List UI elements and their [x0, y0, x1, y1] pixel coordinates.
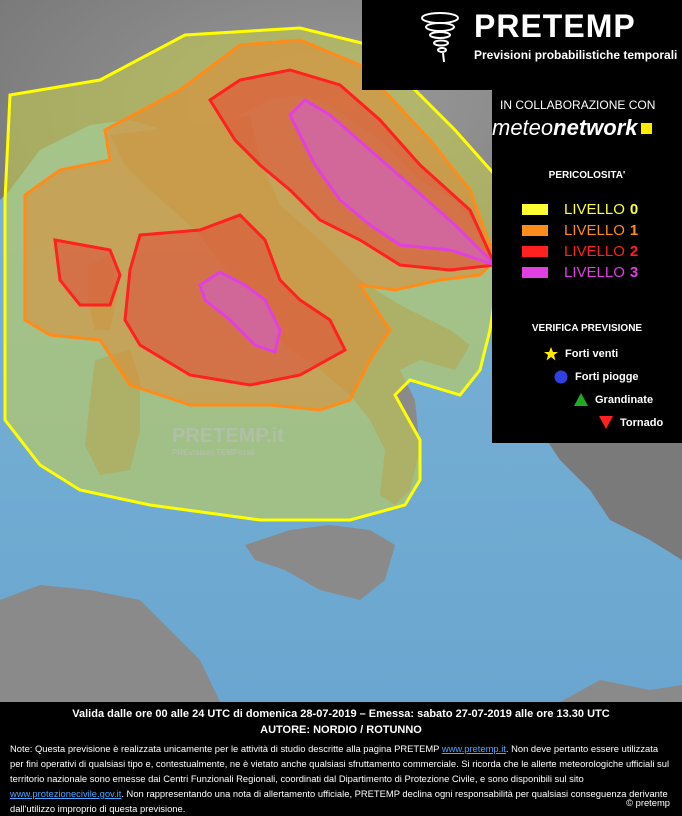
app-title: PRETEMP: [474, 8, 636, 44]
verification-title: VERIFICA PREVISIONE: [531, 323, 643, 334]
legend-num-2: 2: [629, 242, 639, 260]
triangle-up-icon: [574, 393, 588, 406]
pretemp-link[interactable]: www.pretemp.it: [441, 743, 506, 754]
partner-logo: meteonetwork: [492, 115, 652, 141]
legend-swatch-0: [522, 203, 548, 215]
legend-level-2: LIVELLO 2: [522, 242, 638, 260]
legend-num-3: 3: [629, 263, 639, 281]
note-part-2: . Non deve pertanto essere utilizzata pe…: [10, 743, 670, 784]
header-panel: PRETEMP Previsioni probabilistiche tempo…: [362, 0, 682, 90]
legend-num-0: 0: [629, 200, 639, 218]
collaboration-panel: IN COLLABORAZIONE CON meteonetwork: [492, 90, 682, 160]
partner-name-bold: network: [553, 115, 638, 140]
verification-panel: VERIFICA PREVISIONE Forti venti Forti pi…: [492, 313, 682, 443]
legend-label-2: LIVELLO: [564, 242, 625, 260]
partner-name-regular: meteo: [492, 115, 554, 140]
watermark: PRETEMP.it PREvisioni TEMPorali: [172, 425, 284, 457]
legend-label-0: LIVELLO: [564, 200, 625, 218]
legend-swatch-2: [522, 245, 548, 257]
land-sicily: [245, 525, 395, 600]
zone-level-3-center: [198, 270, 282, 354]
legend-level-3: LIVELLO 3: [522, 263, 638, 281]
verification-label-wind: Forti venti: [565, 348, 619, 360]
legend-title: PERICOLOSITA': [548, 170, 626, 181]
verification-item-tornado: Tornado: [599, 416, 663, 429]
validity-text: Valida dalle ore 00 alle 24 UTC di domen…: [72, 708, 610, 720]
verification-label-tornado: Tornado: [620, 416, 664, 429]
protezionecivile-link[interactable]: www.protezionecivile.gov.it: [10, 788, 122, 799]
zone-level-2-west: [53, 238, 122, 307]
author-text: AUTORE: NORDIO / ROTUNNO: [260, 724, 422, 736]
legend-level-0: LIVELLO 0: [522, 200, 638, 218]
partner-logo-square-icon: [640, 123, 652, 134]
watermark-subtitle: PREvisioni TEMPorali: [172, 448, 256, 457]
land-libya-coast: [560, 680, 682, 702]
verification-label-hail: Grandinate: [595, 393, 654, 406]
footer: Valida dalle ore 00 alle 24 UTC di domen…: [0, 702, 682, 816]
tornado-icon: [410, 10, 470, 65]
land-africa: [0, 585, 220, 702]
verification-item-wind: Forti venti: [544, 347, 618, 361]
legend-num-1: 1: [629, 221, 639, 239]
verification-item-hail: Grandinate: [574, 393, 653, 406]
collaboration-label: IN COLLABORAZIONE CON: [500, 98, 656, 112]
watermark-title: PRETEMP.it: [172, 425, 284, 447]
legend-swatch-3: [522, 266, 548, 278]
note-part-3: . Non rappresentando una nota di allerta…: [10, 788, 668, 814]
triangle-down-icon: [599, 416, 613, 429]
legend-level-1: LIVELLO 1: [522, 221, 638, 239]
verification-item-rain: Forti piogge: [554, 370, 639, 384]
note-part-1: Note: Questa previsione è realizzata uni…: [10, 743, 442, 754]
verification-label-rain: Forti piogge: [575, 371, 639, 383]
legend-swatch-1: [522, 224, 548, 236]
copyright: © pretemp: [626, 797, 670, 808]
legend-label-3: LIVELLO: [564, 263, 625, 281]
circle-icon: [554, 370, 568, 384]
legend-label-1: LIVELLO: [564, 221, 625, 239]
app-subtitle: Previsioni probabilistiche temporali: [474, 48, 678, 62]
legend-panel: PERICOLOSITA' LIVELLO 0 LIVELLO 1 LIVELL…: [492, 160, 682, 313]
disclaimer-note: Note: Questa previsione è realizzata uni…: [10, 741, 672, 816]
star-icon: [544, 347, 558, 361]
